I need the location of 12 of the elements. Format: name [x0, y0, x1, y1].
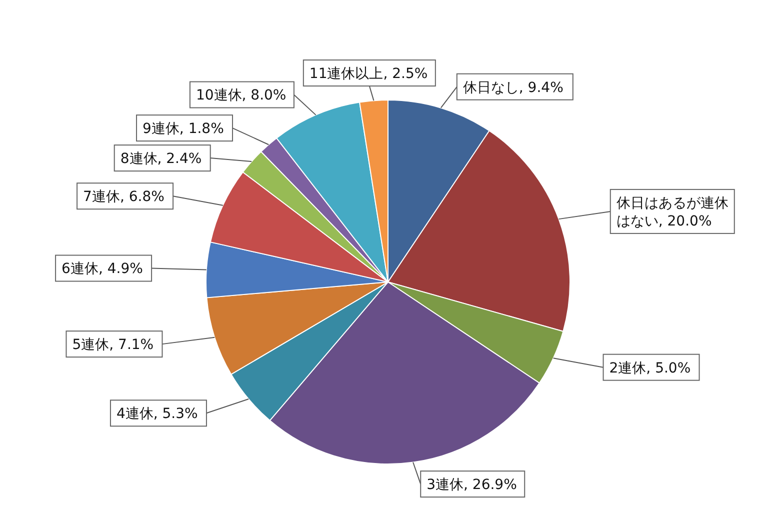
- slice-label: 5連休, 7.1%: [72, 337, 154, 354]
- slice-label: 3連休, 26.9%: [426, 477, 517, 494]
- slice-label: 4連休, 5.3%: [116, 406, 198, 422]
- slice-label: 11連休以上, 2.5%: [309, 66, 428, 82]
- slice-label: 10連休, 8.0%: [196, 88, 286, 104]
- slice-label: 6連休, 4.9%: [62, 261, 143, 278]
- slice-label: 9連休, 1.8%: [142, 121, 224, 138]
- slice-label: 8連休, 2.4%: [120, 151, 202, 168]
- slice-label: 休日はあるが連休はない, 20.0%: [616, 195, 728, 230]
- slice-label: 2連休, 5.0%: [609, 360, 691, 376]
- slice-label: 7連休, 6.8%: [83, 189, 164, 206]
- slice-label: 休日なし, 9.4%: [462, 80, 564, 96]
